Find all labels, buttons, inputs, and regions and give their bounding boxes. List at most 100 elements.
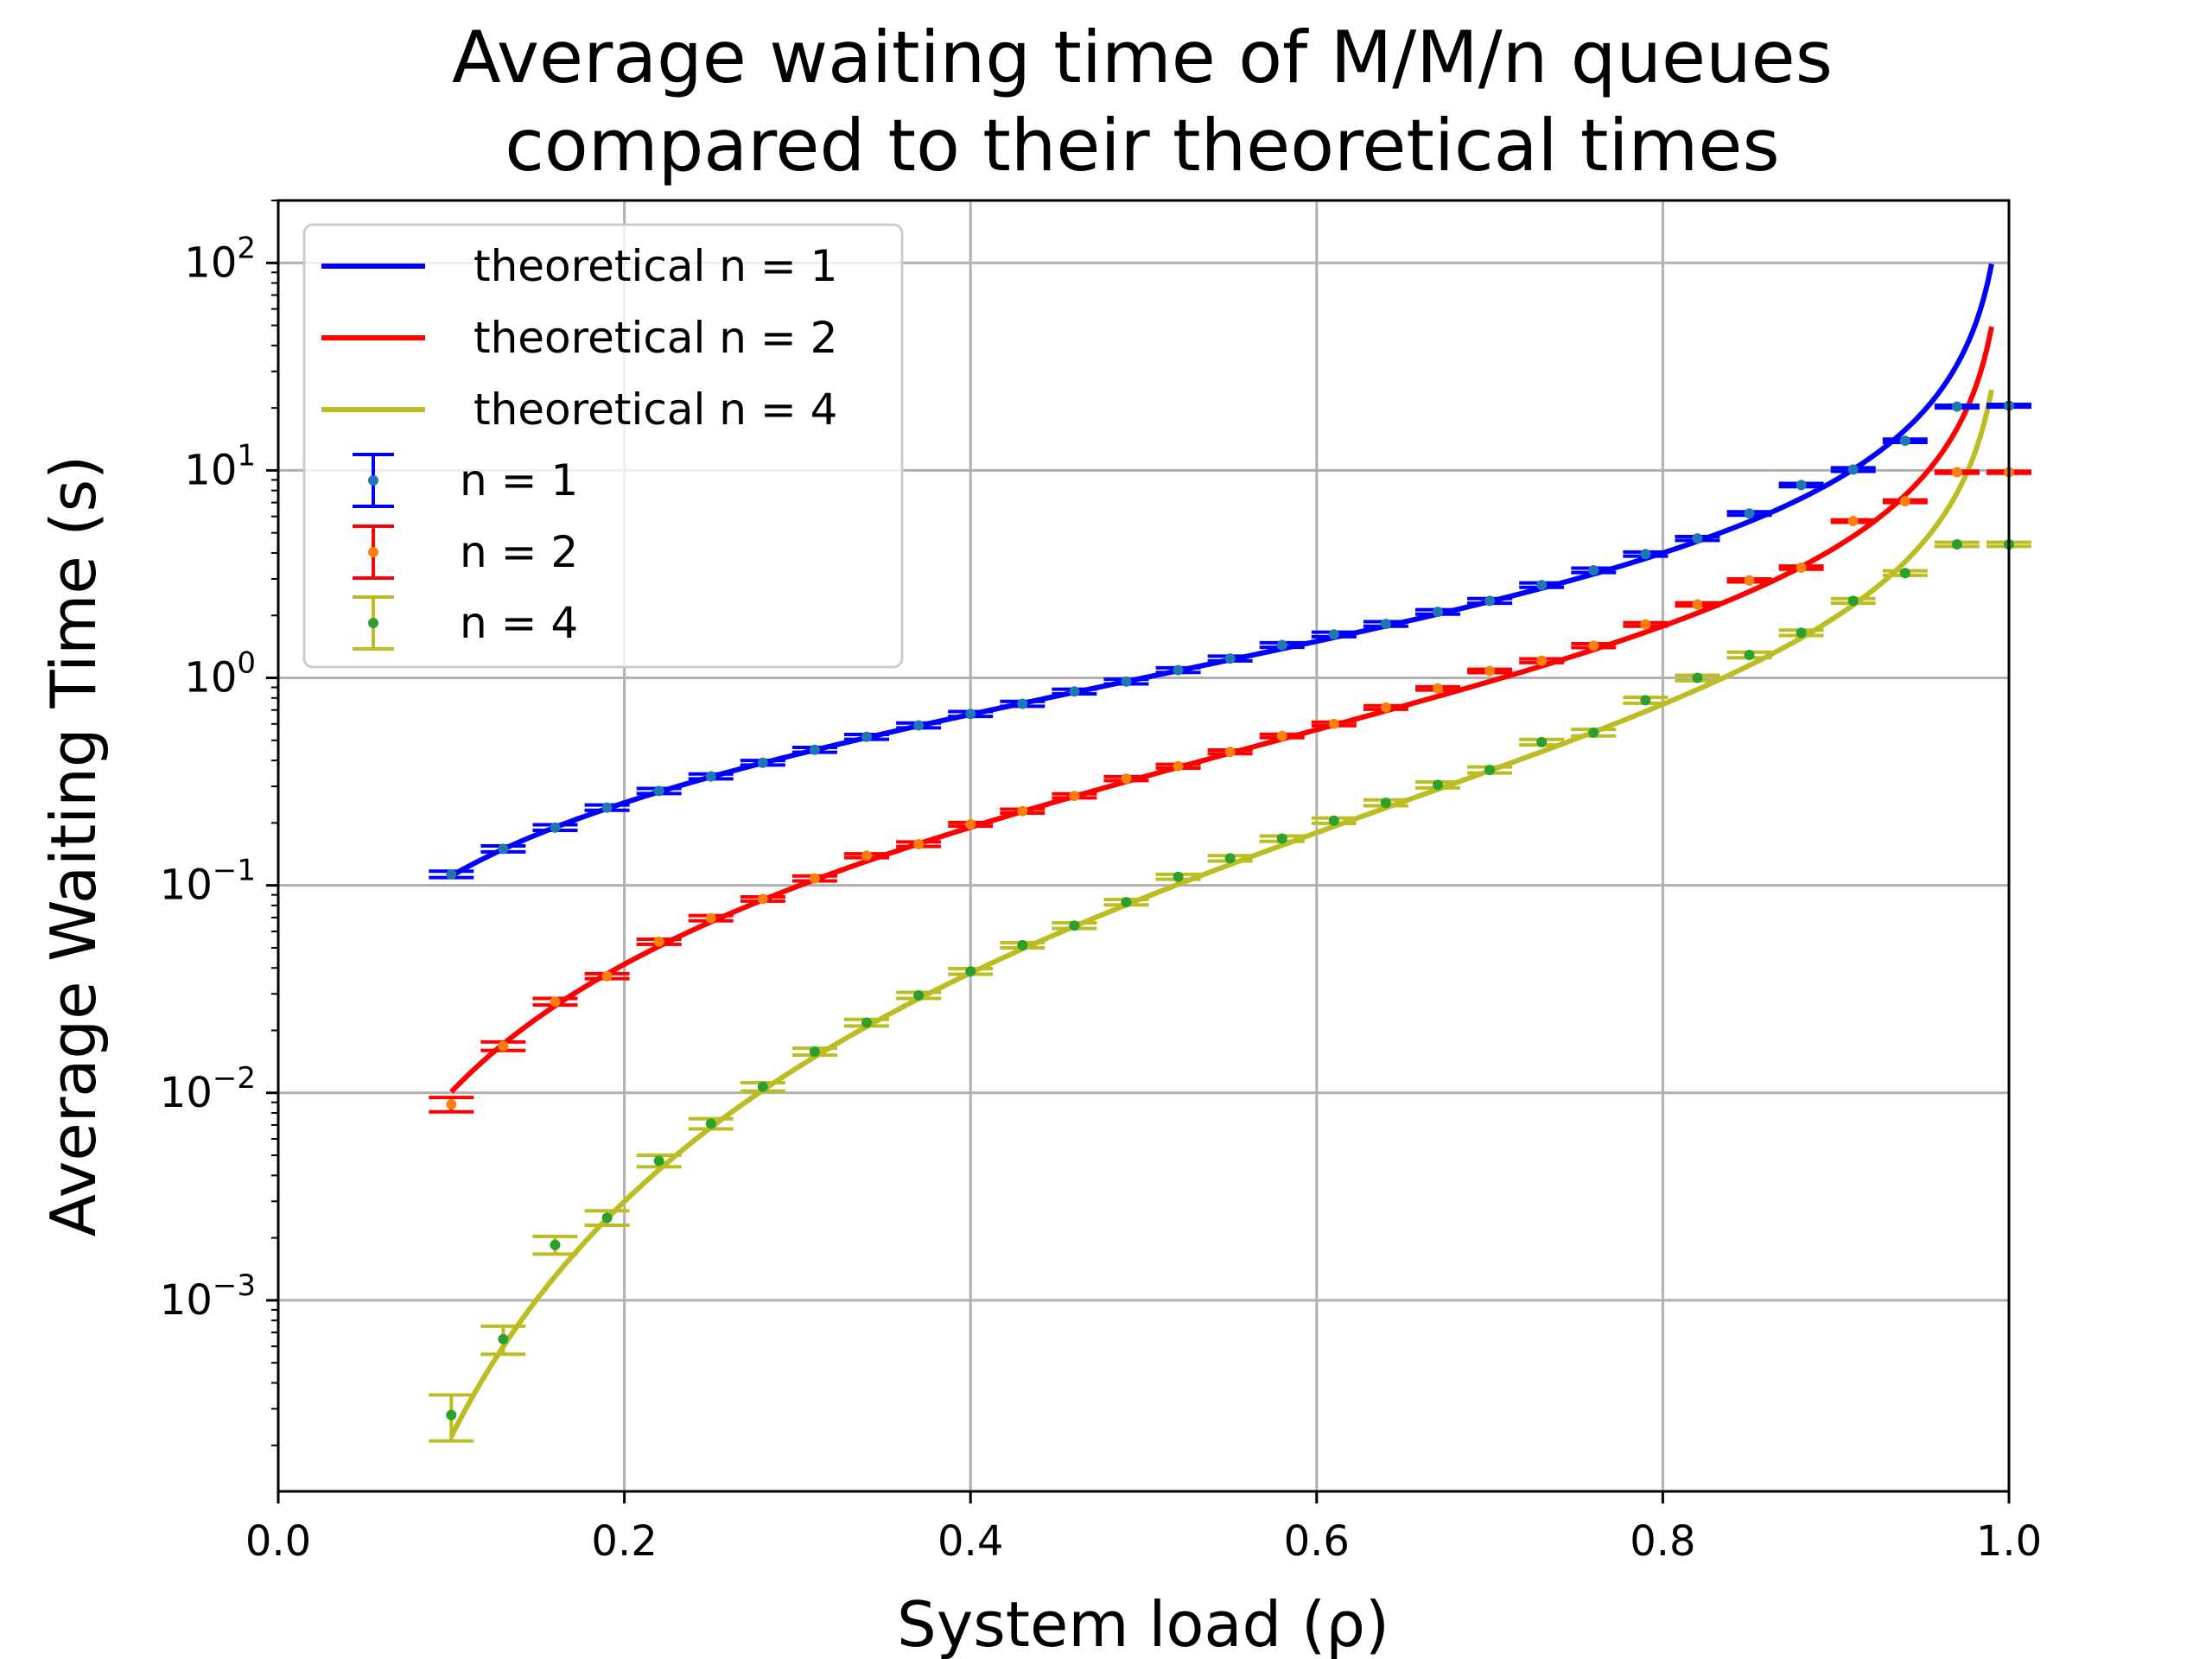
data-point <box>498 1333 509 1344</box>
data-point <box>446 1099 457 1110</box>
legend: theoretical n = 1 theoretical n = 2 theore… <box>302 223 904 669</box>
data-point <box>653 785 664 797</box>
data-point <box>913 838 925 849</box>
y-tick-label: 100 <box>184 646 256 702</box>
legend-marker <box>368 618 378 628</box>
data-point <box>1951 467 1962 478</box>
data-point <box>653 1155 664 1166</box>
data-point <box>1121 897 1132 908</box>
data-point <box>757 893 768 905</box>
x-tick-label: 1.0 <box>1976 1517 2042 1566</box>
data-point <box>1328 718 1339 729</box>
series-1 <box>429 400 2031 880</box>
data-point <box>757 1081 768 1092</box>
data-point <box>1017 805 1028 817</box>
series-3 <box>429 539 2031 1443</box>
x-axis-ticks: 0.0 0.2 0.4 0.6 0.8 1.0 <box>245 1491 2042 1566</box>
data-point <box>1536 655 1548 666</box>
data-point <box>1380 619 1391 630</box>
data-point <box>1484 595 1496 607</box>
data-point <box>1588 640 1599 652</box>
data-point <box>1433 779 1444 791</box>
data-point <box>653 936 664 947</box>
data-point <box>1173 760 1184 772</box>
data-point <box>1847 464 1859 475</box>
data-point <box>1588 565 1599 576</box>
data-point <box>809 744 820 755</box>
x-axis-label: System load (ρ) <box>897 1588 1389 1659</box>
data-point <box>705 771 716 782</box>
data-point <box>965 709 976 720</box>
y-tick-label: 102 <box>184 231 256 287</box>
data-point <box>1433 683 1444 694</box>
y-tick-label: 10−2 <box>160 1061 256 1117</box>
data-point <box>965 966 976 977</box>
data-point <box>1328 629 1339 640</box>
data-point <box>498 843 509 855</box>
data-point <box>1796 480 1807 491</box>
data-point <box>550 1239 561 1250</box>
data-point <box>1847 516 1859 527</box>
series-2 <box>429 467 2031 1114</box>
data-point <box>1276 833 1287 844</box>
x-tick-label: 0.0 <box>245 1517 311 1566</box>
data-point <box>1069 791 1080 802</box>
data-point <box>1692 533 1703 544</box>
legend-label: n = 2 <box>460 527 578 577</box>
data-point <box>1173 664 1184 676</box>
legend-label: theoretical n = 4 <box>474 385 837 435</box>
data-point <box>550 996 561 1007</box>
data-point <box>861 850 873 861</box>
data-point <box>1796 627 1807 639</box>
data-point <box>1899 496 1910 507</box>
data-point <box>861 731 873 742</box>
data-point <box>1951 401 1962 412</box>
legend-box <box>302 223 904 669</box>
data-point <box>601 802 613 813</box>
y-tick-label: 10−3 <box>160 1268 256 1325</box>
data-point <box>601 1212 613 1224</box>
theoretical-curve-n2 <box>449 326 1994 1094</box>
data-point <box>1640 695 1651 706</box>
data-point <box>1121 676 1132 687</box>
data-point <box>1640 619 1651 630</box>
data-point <box>1276 730 1287 741</box>
data-point <box>705 912 716 924</box>
data-point <box>1380 798 1391 809</box>
legend-marker <box>368 475 378 486</box>
data-point <box>1224 747 1236 758</box>
data-point <box>1692 599 1703 610</box>
x-tick-label: 0.4 <box>938 1517 1003 1566</box>
data-point <box>1847 595 1859 607</box>
data-point <box>1328 815 1339 826</box>
data-point <box>1588 727 1599 738</box>
data-point <box>1536 736 1548 747</box>
y-axis-ticks: 10−3 10−2 10−1 100 101 102 <box>160 200 278 1446</box>
data-point <box>1744 649 1755 660</box>
data-point <box>446 868 457 880</box>
plot-frame <box>276 199 2011 1493</box>
data-point <box>1017 939 1028 950</box>
data-point <box>861 1017 873 1028</box>
legend-label: n = 1 <box>460 455 578 505</box>
data-point <box>1899 435 1910 447</box>
x-tick-label: 0.2 <box>591 1517 657 1566</box>
y-tick-label: 101 <box>184 438 256 494</box>
x-tick-label: 0.8 <box>1630 1517 1695 1566</box>
data-point <box>1121 773 1132 785</box>
data-point <box>550 822 561 833</box>
data-point <box>1536 580 1548 591</box>
data-point <box>809 873 820 884</box>
legend-label: n = 4 <box>460 598 578 648</box>
data-point <box>1380 702 1391 713</box>
legend-label: theoretical n = 2 <box>474 313 837 363</box>
data-point <box>1692 672 1703 683</box>
measured-errorbars <box>429 400 2031 1443</box>
data-point <box>1433 607 1444 618</box>
legend-label: theoretical n = 1 <box>474 241 837 291</box>
data-point <box>1224 653 1236 664</box>
chart-title-line-2: compared to their theoretical times <box>505 104 1779 188</box>
data-point <box>601 970 613 982</box>
x-tick-label: 0.6 <box>1284 1517 1350 1566</box>
data-point <box>1069 686 1080 697</box>
